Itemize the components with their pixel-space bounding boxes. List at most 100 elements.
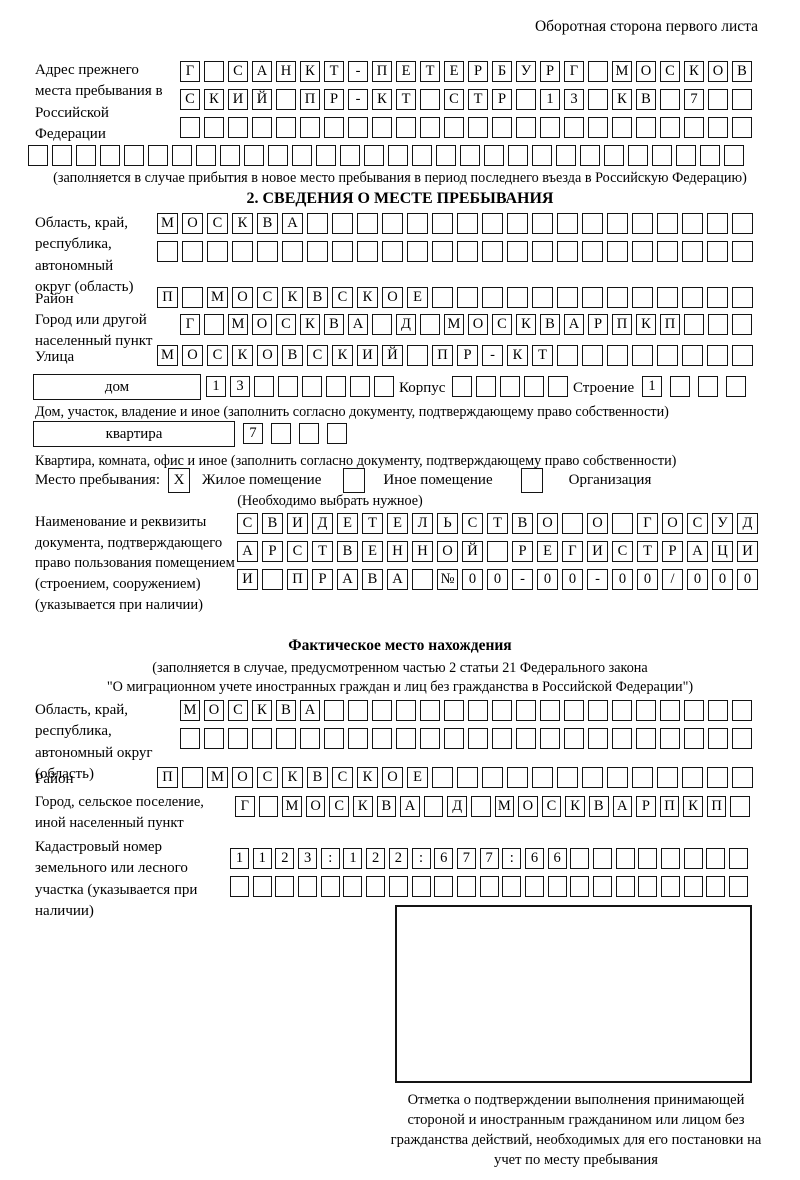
char-cell[interactable] (316, 145, 336, 166)
char-cell[interactable] (457, 767, 478, 788)
region-row-2[interactable] (157, 241, 757, 262)
char-cell[interactable]: О (305, 796, 326, 817)
char-cell[interactable] (682, 213, 703, 234)
char-cell[interactable]: М (207, 287, 228, 308)
char-cell[interactable] (420, 117, 440, 138)
char-cell[interactable]: Н (412, 541, 433, 562)
char-cell[interactable]: В (337, 541, 358, 562)
char-cell[interactable]: В (257, 213, 278, 234)
char-cell[interactable]: О (257, 345, 278, 366)
char-cell[interactable] (220, 145, 240, 166)
char-cell[interactable]: М (207, 767, 228, 788)
char-cell[interactable] (434, 876, 454, 897)
char-cell[interactable] (638, 876, 658, 897)
char-cell[interactable]: С (332, 767, 353, 788)
char-cell[interactable] (423, 796, 444, 817)
char-cell[interactable] (612, 117, 632, 138)
char-cell[interactable] (708, 728, 728, 749)
char-cell[interactable] (732, 728, 752, 749)
char-cell[interactable] (707, 213, 728, 234)
char-cell[interactable] (516, 117, 536, 138)
char-cell[interactable]: С (228, 61, 248, 82)
char-cell[interactable]: Т (324, 61, 344, 82)
char-cell[interactable]: Т (637, 541, 658, 562)
char-cell[interactable]: С (492, 314, 512, 335)
char-cell[interactable] (388, 145, 408, 166)
char-cell[interactable] (660, 89, 680, 110)
char-cell[interactable] (407, 345, 428, 366)
char-cell[interactable] (683, 876, 703, 897)
char-cell[interactable] (228, 117, 248, 138)
char-cell[interactable]: В (362, 569, 383, 590)
char-cell[interactable] (396, 117, 416, 138)
char-cell[interactable] (732, 767, 753, 788)
char-cell[interactable]: С (541, 796, 562, 817)
char-cell[interactable] (588, 61, 608, 82)
char-cell[interactable]: Н (276, 61, 296, 82)
char-cell[interactable] (230, 876, 249, 897)
char-cell[interactable] (364, 145, 384, 166)
char-cell[interactable] (276, 89, 296, 110)
char-cell[interactable] (468, 728, 488, 749)
char-cell[interactable]: Е (337, 513, 358, 534)
char-cell[interactable]: - (348, 61, 368, 82)
char-cell[interactable] (326, 376, 346, 397)
char-cell[interactable] (652, 145, 672, 166)
char-cell[interactable] (482, 213, 503, 234)
char-cell[interactable]: Е (407, 767, 428, 788)
char-cell[interactable]: 1 (252, 848, 272, 869)
char-cell[interactable]: 0 (562, 569, 583, 590)
char-cell[interactable] (570, 848, 590, 869)
char-cell[interactable]: И (287, 513, 308, 534)
korpus-cells[interactable] (452, 376, 572, 397)
char-cell[interactable]: С (257, 767, 278, 788)
char-cell[interactable]: К (282, 287, 303, 308)
char-cell[interactable]: С (207, 213, 228, 234)
char-cell[interactable] (708, 314, 728, 335)
char-cell[interactable] (432, 287, 453, 308)
char-cell[interactable] (580, 145, 600, 166)
char-cell[interactable] (468, 700, 488, 721)
char-cell[interactable] (332, 241, 353, 262)
char-cell[interactable] (252, 117, 272, 138)
char-cell[interactable] (682, 287, 703, 308)
char-cell[interactable] (324, 700, 344, 721)
char-cell[interactable]: К (282, 767, 303, 788)
char-cell[interactable]: К (565, 796, 585, 817)
char-cell[interactable]: А (237, 541, 258, 562)
char-cell[interactable]: Ц (712, 541, 733, 562)
char-cell[interactable] (524, 376, 544, 397)
char-cell[interactable] (540, 700, 560, 721)
char-cell[interactable] (582, 241, 603, 262)
char-cell[interactable] (682, 345, 703, 366)
residential-checkbox[interactable]: X (168, 468, 190, 493)
char-cell[interactable] (320, 876, 340, 897)
char-cell[interactable] (588, 89, 608, 110)
char-cell[interactable] (502, 876, 522, 897)
region2-row-2[interactable] (180, 728, 756, 749)
char-cell[interactable]: 1 (642, 376, 662, 397)
char-cell[interactable]: К (332, 345, 353, 366)
char-cell[interactable] (540, 728, 560, 749)
char-cell[interactable] (420, 728, 440, 749)
char-cell[interactable]: С (307, 345, 328, 366)
char-cell[interactable] (732, 700, 752, 721)
char-cell[interactable]: В (376, 796, 397, 817)
char-cell[interactable] (452, 376, 472, 397)
other-premises-checkbox[interactable] (343, 468, 366, 493)
char-cell[interactable] (300, 117, 320, 138)
char-cell[interactable]: Г (180, 61, 200, 82)
char-cell[interactable]: О (636, 61, 656, 82)
char-cell[interactable]: Р (540, 61, 560, 82)
char-cell[interactable] (556, 145, 576, 166)
char-cell[interactable] (698, 376, 718, 397)
char-cell[interactable] (657, 767, 678, 788)
char-cell[interactable]: В (732, 61, 752, 82)
char-cell[interactable]: 2 (388, 848, 408, 869)
char-cell[interactable]: О (204, 700, 224, 721)
